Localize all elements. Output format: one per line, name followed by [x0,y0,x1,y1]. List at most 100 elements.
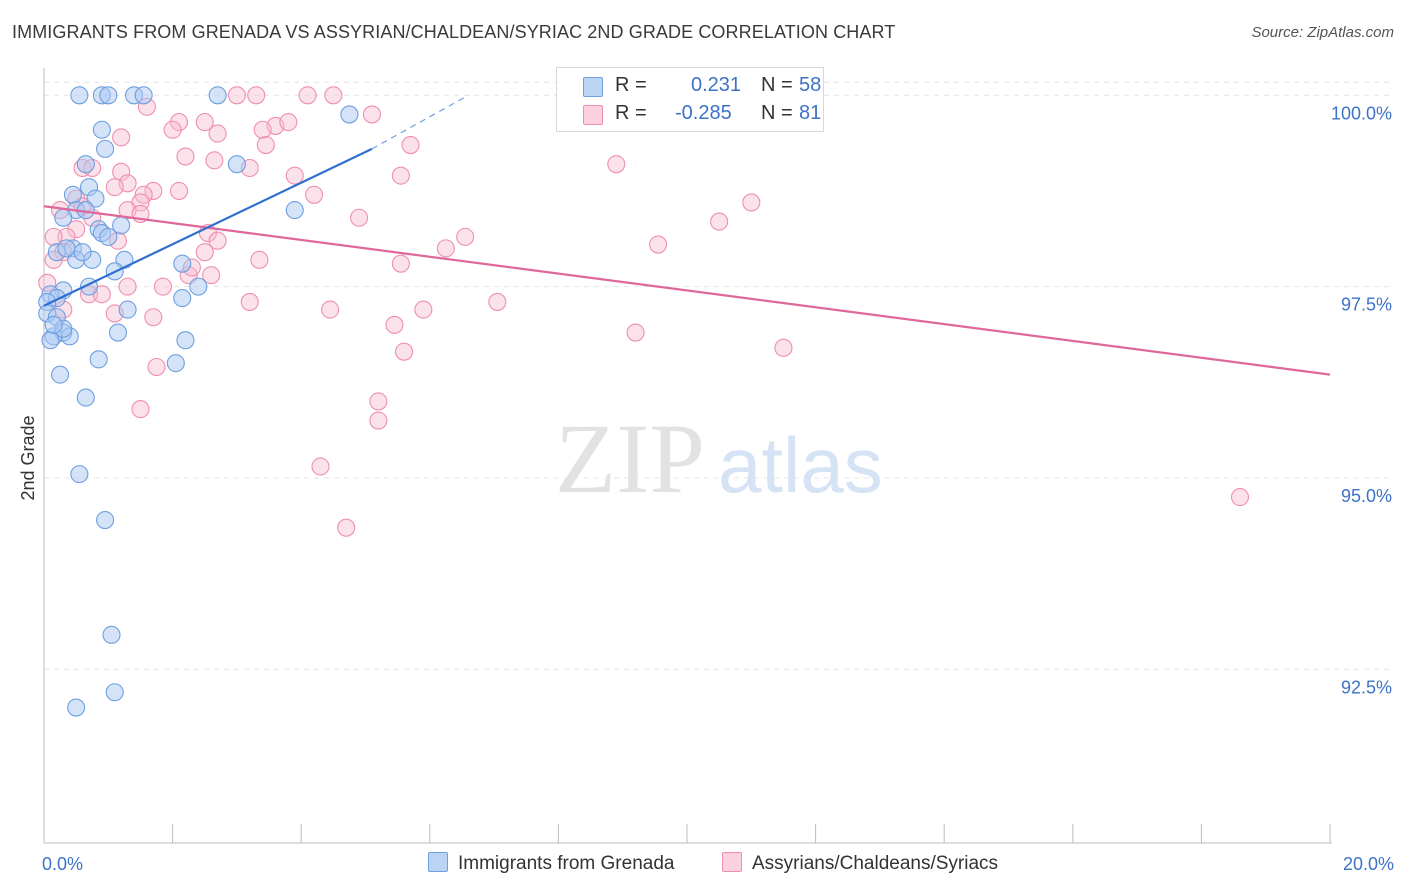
n-value: 58 [799,74,822,96]
pink-point [195,113,214,132]
n-value: 81 [799,102,822,124]
blue-point [166,354,185,373]
pink-point [774,338,793,357]
blue-point [285,201,304,220]
pink-point [153,277,173,296]
pink-point [324,86,343,105]
pink-point [649,235,668,254]
pink-point [105,178,124,197]
blue-trend-line [43,147,373,307]
pink-point [208,231,227,250]
pink-point [285,166,304,185]
pink-point [176,147,195,166]
pink-point [163,120,182,139]
axes [43,68,1332,844]
legend-label-assyrian: Assyrians/Chaldeans/Syriacs [752,853,999,874]
pink-point [147,357,166,377]
pink-swatch [583,105,603,125]
r-label: R = [615,102,647,124]
pink-point [240,292,259,311]
pink-point [67,220,86,239]
pink-point [169,181,189,201]
pink-point [144,308,163,327]
pink-trend-line [43,205,1331,376]
pink-point [250,250,269,269]
pink-point [321,300,340,319]
pink-point [311,457,330,476]
pink-point [169,113,189,132]
blue-point [173,254,192,273]
y-tick-label: 92.5% [1341,677,1392,697]
n-label: N = [761,74,793,96]
blue-point [57,239,76,258]
pink-point [337,518,356,537]
blue-point [176,331,195,350]
x-tick-label: 0.0% [42,854,83,874]
blue-point [73,243,92,262]
legend-swatch-blue [428,852,448,872]
pink-point [385,315,404,334]
legend-item-grenada: Immigrants from Grenada [428,852,674,875]
r-value: -0.285 [675,102,732,124]
tick-labels: 92.5% 95.0% 97.5% 100.0% 0.0% 20.0% [42,103,1394,874]
pink-point [626,323,645,342]
pink-point [607,155,626,174]
blue-point [105,683,124,702]
blue-point [76,155,95,174]
watermark-atlas: atlas [718,421,883,509]
blue-point [51,365,70,384]
blue-point [99,227,118,246]
blue-swatch [583,77,603,97]
blue-point [102,625,121,644]
pink-point [112,162,131,181]
pink-point [1230,488,1250,507]
trend-lines [43,94,1331,376]
pink-point [350,208,369,227]
pink-point [395,342,414,361]
blue-point [76,388,95,407]
blue-trend-extension [371,94,469,150]
blue-point [89,350,108,369]
blue-point [44,315,63,334]
x-tick-label: 20.0% [1343,854,1394,874]
pink-point [456,227,475,246]
chart-source: Source: ZipAtlas.com [1251,24,1394,41]
pink-point [742,193,761,212]
pink-point [279,113,298,132]
legend-swatch-pink [722,852,742,872]
pink-point [488,292,507,311]
pink-point [305,185,324,204]
pink-point [112,128,131,147]
n-label: N = [761,102,793,124]
pink-point [369,392,388,411]
watermark-zip: ZIP [555,403,705,514]
blue-point [340,105,359,124]
blue-point [134,86,153,105]
stats-legend: R = 0.231 N = 58 R = -0.285 N = 81 [556,67,824,132]
chart-title: IMMIGRANTS FROM GRENADA VS ASSYRIAN/CHAL… [12,22,896,42]
pink-point [414,300,433,319]
pink-point [362,105,381,124]
pink-point [391,254,410,273]
blue-point [96,139,115,158]
blue-point [227,155,246,174]
pink-point [369,411,388,430]
pink-point [208,124,227,143]
blue-point [63,185,82,204]
blue-point [108,323,127,342]
blue-point [118,300,137,319]
blue-point [54,208,73,227]
pink-point [118,277,137,296]
pink-point [253,120,272,139]
blue-point [70,86,89,105]
pink-point [298,86,317,105]
pink-point [195,243,214,262]
pink-point [710,212,729,231]
legend-label-grenada: Immigrants from Grenada [458,853,675,874]
blue-point [96,510,115,530]
pink-point [144,181,163,201]
r-value: 0.231 [691,74,742,96]
y-tick-label: 97.5% [1341,295,1392,315]
y-tick-label: 95.0% [1341,486,1392,506]
